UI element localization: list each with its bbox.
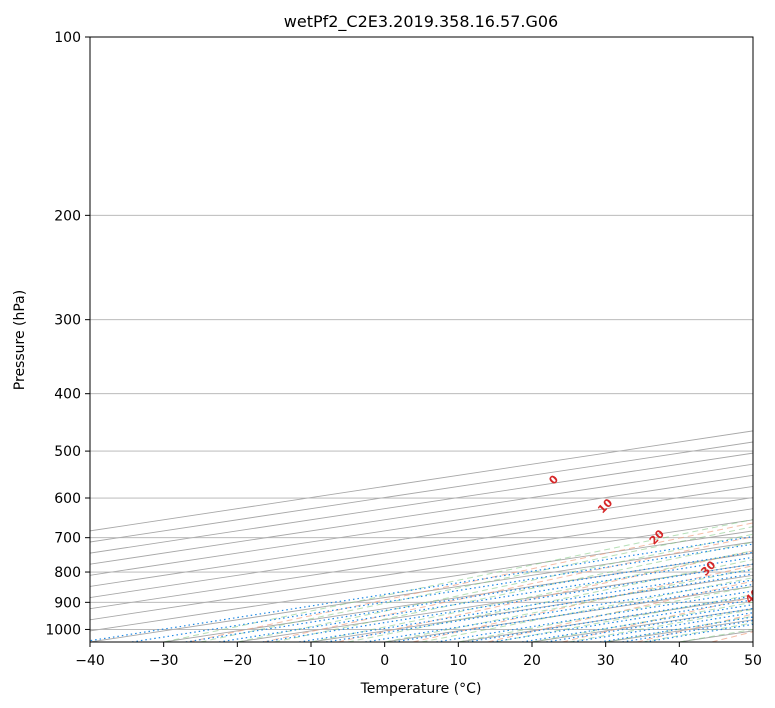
y-tick-label: 1000 — [45, 622, 81, 638]
x-tick-label: −10 — [296, 653, 326, 669]
plot-frame — [89, 36, 754, 643]
x-tick-label: 10 — [449, 653, 467, 669]
y-tick-label: 700 — [54, 531, 81, 547]
moist-adiabat-line — [274, 541, 753, 642]
y-axis-label: Pressure (hPa) — [12, 290, 28, 390]
x-tick-label: −20 — [223, 653, 253, 669]
isotherm-line — [90, 519, 753, 621]
x-axis-label: Temperature (°C) — [360, 681, 482, 697]
y-tick-label: 800 — [54, 565, 81, 581]
isotherm-line — [752, 641, 753, 642]
moist-adiabat-label: 40 — [743, 586, 763, 606]
isotherm-line — [90, 441, 753, 543]
isotherm-line — [90, 497, 753, 599]
mixing-ratio-line — [262, 563, 753, 642]
x-tick-label: −40 — [75, 653, 105, 669]
y-tick-label: 100 — [54, 30, 81, 46]
x-tick-label: 20 — [523, 653, 541, 669]
mixing-ratio-line — [394, 583, 753, 642]
mixing-ratio-line — [90, 535, 753, 642]
x-tick-label: 40 — [670, 653, 688, 669]
dry-adiabat-line — [562, 596, 753, 642]
mixing-ratio-line — [365, 579, 753, 642]
mixing-ratio-line — [436, 590, 753, 642]
moist-adiabat-line — [163, 518, 753, 642]
dry-adiabat-line — [487, 580, 753, 642]
y-tick-label: 600 — [54, 491, 81, 507]
dry-adiabat-line — [263, 536, 753, 642]
y-tick-label: 500 — [54, 444, 81, 460]
chart-title: wetPf2_C2E3.2019.358.16.57.G06 — [284, 12, 558, 32]
x-tick-label: −30 — [149, 653, 179, 669]
isotherm-line — [531, 608, 753, 642]
mixing-ratio-line — [131, 543, 753, 642]
dry-adiabat-line — [412, 565, 753, 642]
x-tick-label: 0 — [380, 653, 389, 669]
isotherm-line — [90, 430, 753, 532]
x-tick-label: 30 — [597, 653, 615, 669]
moist-adiabat-line — [237, 533, 753, 642]
x-tick-label: 50 — [744, 653, 762, 669]
moist-adiabat-line — [531, 601, 753, 642]
y-tick-label: 400 — [54, 387, 81, 403]
mixing-ratio-line — [467, 595, 753, 642]
mixing-ratio-line — [599, 616, 753, 642]
isotherm-line — [90, 463, 753, 565]
y-tick-label: 300 — [54, 313, 81, 329]
mixing-ratio-line — [572, 612, 753, 642]
moist-adiabat-line — [421, 577, 753, 642]
moist-adiabat-label: 0 — [546, 472, 561, 487]
dry-adiabat-line — [188, 522, 753, 642]
isotherm-line — [384, 585, 753, 642]
moist-adiabat-line — [384, 568, 753, 642]
dry-adiabat-line — [711, 631, 753, 642]
isotherm-line — [90, 474, 753, 576]
dry-adiabat-line — [338, 550, 753, 642]
isotherm-line — [90, 485, 753, 587]
y-tick-label: 200 — [54, 208, 81, 224]
mixing-ratio-line — [492, 599, 753, 642]
isotherm-line — [90, 508, 753, 610]
moist-adiabat-line — [200, 526, 753, 642]
y-tick-label: 900 — [54, 595, 81, 611]
isotherm-line — [90, 452, 753, 554]
moist-adiabat-line — [495, 594, 753, 642]
moist-adiabat-line — [347, 559, 753, 642]
